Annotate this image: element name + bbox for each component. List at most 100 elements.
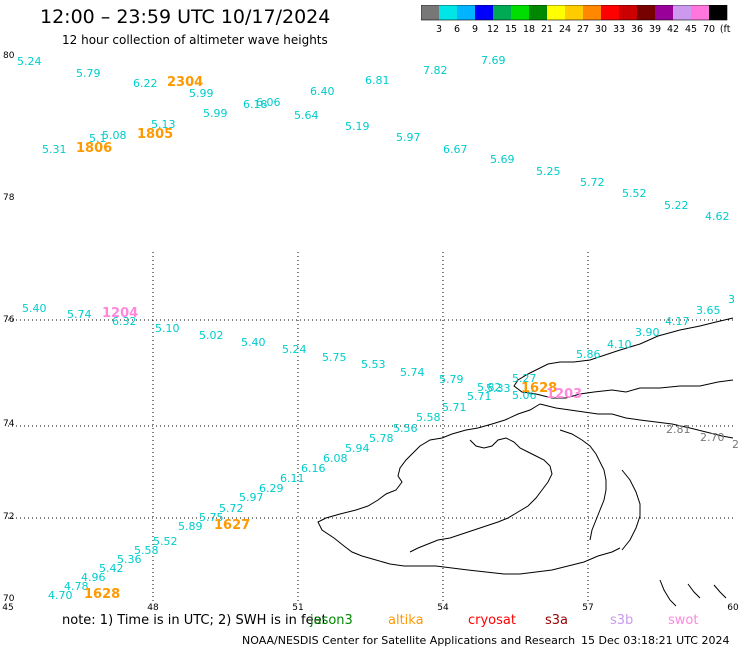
- colorbar-tick-label: 24: [559, 24, 571, 35]
- wave-height-value: 4.10: [607, 338, 632, 351]
- latitude-label: 78: [3, 193, 15, 203]
- pass-time-label: 1628: [84, 587, 120, 602]
- wave-height-value: 5.22: [664, 199, 689, 212]
- wave-height-value: 5.71: [442, 401, 467, 414]
- satellite-legend-item: jason3: [310, 613, 353, 628]
- colorbar-tick-label: 6: [454, 24, 460, 35]
- wave-height-value: 5.89: [178, 520, 203, 533]
- colorbar-swatch: [511, 5, 529, 20]
- wave-height-value: 5.82: [477, 381, 502, 394]
- wave-height-value: 2.81: [666, 423, 691, 436]
- colorbar-tick-label: 15: [505, 24, 517, 35]
- wave-height-value: 3.90: [635, 326, 660, 339]
- wave-height-value: 5.97: [239, 491, 264, 504]
- footer-timestamp: 15 Dec 03:18:21 UTC 2024: [581, 634, 730, 647]
- colorbar-swatch: [529, 5, 547, 20]
- satellite-legend-item: s3a: [545, 613, 569, 628]
- axis-labels: 45 48 51 54 57 60 80 78 76 74 72 70: [2, 51, 739, 613]
- colorbar-swatch: [691, 5, 709, 20]
- wave-height-value: 5.10: [155, 322, 180, 335]
- wave-height-value: 6.22: [133, 77, 158, 90]
- wave-height-value: 4.96: [81, 571, 106, 584]
- latitude-label: 80: [3, 51, 15, 61]
- map-grid: [8, 252, 733, 602]
- satellite-legend-item: s3b: [610, 613, 634, 628]
- wave-height-value: 5.56: [393, 422, 418, 435]
- wave-height-value: 6.29: [259, 482, 284, 495]
- wave-height-value: 5.02: [199, 329, 224, 342]
- satellite-legend-item: altika: [388, 613, 424, 628]
- longitude-label: 60: [727, 603, 739, 613]
- longitude-label: 51: [292, 603, 303, 613]
- pass-time-label: 1628: [521, 381, 557, 396]
- colorbar-swatch: [547, 5, 565, 20]
- wave-height-value: 5.75: [199, 511, 224, 524]
- wave-height-value: 5.78: [369, 432, 394, 445]
- colorbar-swatch: [655, 5, 673, 20]
- colorbar-swatch: [601, 5, 619, 20]
- colorbar-swatch: [565, 5, 583, 20]
- colorbar-tick-label: 21: [541, 24, 553, 35]
- wave-height-value: 5.40: [22, 302, 47, 315]
- wave-height-value: 5.52: [622, 187, 647, 200]
- pass-time-label: 1204: [102, 306, 138, 321]
- colorbar-tick-label: 70: [703, 24, 715, 35]
- wave-height-value: 4.62: [705, 210, 730, 223]
- wave-height-value: 5.06: [512, 389, 537, 402]
- wave-height-value: 5.1: [89, 132, 107, 145]
- wave-height-value: 5.42: [99, 562, 124, 575]
- wave-height-value: 5.86: [576, 348, 601, 361]
- colorbar-swatch: [709, 5, 727, 20]
- wave-height-value: 5.08: [102, 129, 127, 142]
- wave-height-value: 5.19: [345, 120, 370, 133]
- colorbar-swatch: [493, 5, 511, 20]
- wave-height-value: 2.: [732, 438, 740, 451]
- wave-height-value: 5.36: [117, 553, 142, 566]
- colorbar-swatch: [421, 5, 439, 20]
- coastline: [317, 317, 734, 607]
- colorbar-tick-label: 9: [472, 24, 478, 35]
- colorbar-tick-label: 18: [523, 24, 535, 35]
- wave-height-value: 4.78: [64, 580, 89, 593]
- wave-height-value: 6.11: [280, 472, 305, 485]
- wave-height-value: 5.74: [400, 366, 425, 379]
- latitude-label: 76: [3, 315, 15, 325]
- wave-height-value: 5.97: [396, 131, 421, 144]
- wave-height-value: 5.72: [580, 176, 605, 189]
- wave-height-value: 6.40: [310, 85, 335, 98]
- wave-height-value: 6.08: [323, 452, 348, 465]
- colorbar-swatch: [619, 5, 637, 20]
- colorbar-swatch: [439, 5, 457, 20]
- wave-height-value: 5.27: [512, 372, 537, 385]
- longitude-label: 48: [147, 603, 159, 613]
- wave-height-value: 5.31: [42, 143, 67, 156]
- wave-height-value: 6.32: [112, 315, 137, 328]
- longitude-label: 45: [2, 603, 13, 613]
- wave-height-value: 5.25: [536, 165, 561, 178]
- wave-height-value: 5.72: [219, 502, 244, 515]
- colorbar-tick-label: 3: [436, 24, 442, 35]
- wave-height-value: 5.53: [361, 358, 386, 371]
- colorbar-tick-label: 39: [649, 24, 661, 35]
- colorbar-swatch: [475, 5, 493, 20]
- pass-time-label: 2304: [167, 75, 203, 90]
- wave-height-value: 5.94: [345, 442, 370, 455]
- satellite-legend-item: cryosat: [468, 613, 516, 628]
- wave-height-value: 5.24: [17, 55, 42, 68]
- colorbar-swatch: [673, 5, 691, 20]
- wave-height-value: 5.99: [203, 107, 228, 120]
- wave-height-value: 6.81: [365, 74, 390, 87]
- wave-height-value: 5.24: [282, 343, 307, 356]
- longitude-label: 54: [437, 603, 449, 613]
- colorbar-swatch: [583, 5, 601, 20]
- wave-height-value: 6.67: [443, 143, 468, 156]
- latitude-label: 72: [3, 512, 14, 522]
- wave-height-value: 7.82: [423, 64, 448, 77]
- colorbar-tick-label: 45: [685, 24, 697, 35]
- page-subtitle: 12 hour collection of altimeter wave hei…: [62, 33, 328, 47]
- colorbar-tick-label: (ft): [720, 24, 731, 35]
- latitude-label: 70: [3, 594, 15, 604]
- pass-time-label: 1203: [546, 387, 582, 402]
- pass-time-label: 1805: [137, 127, 173, 142]
